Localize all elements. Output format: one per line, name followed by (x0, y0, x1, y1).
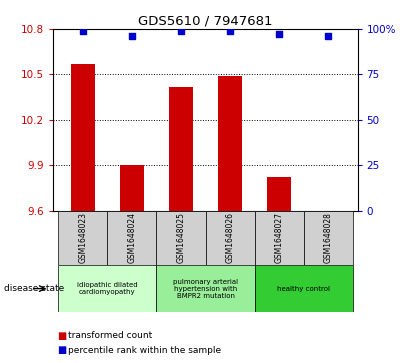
Text: GSM1648024: GSM1648024 (127, 212, 136, 263)
Text: ■: ■ (58, 331, 67, 341)
Bar (157, 211, 206, 265)
Text: idiopathic dilated
cardiomyopathy: idiopathic dilated cardiomyopathy (77, 282, 138, 295)
Point (276, 32, 282, 37)
Point (80, 28, 86, 34)
Title: GDS5610 / 7947681: GDS5610 / 7947681 (138, 15, 273, 28)
Bar (71, 64, 95, 211)
Bar (206, 211, 254, 265)
Text: GSM1648025: GSM1648025 (176, 212, 185, 263)
Bar (169, 86, 193, 211)
Bar (58, 265, 157, 312)
Text: GSM1648023: GSM1648023 (79, 212, 88, 263)
Bar (58, 211, 107, 265)
Point (325, 33, 331, 39)
Text: disease state: disease state (4, 284, 65, 293)
Point (227, 28, 233, 34)
Bar (107, 211, 157, 265)
Text: healthy control: healthy control (277, 286, 330, 291)
Text: GSM1648028: GSM1648028 (323, 212, 332, 263)
Text: pulmonary arterial
hypertension with
BMPR2 mutation: pulmonary arterial hypertension with BMP… (173, 278, 238, 299)
Bar (120, 165, 144, 211)
Bar (157, 265, 254, 312)
Bar (254, 211, 304, 265)
Text: GSM1648026: GSM1648026 (226, 212, 235, 263)
Bar (304, 211, 353, 265)
Text: ■: ■ (58, 345, 67, 355)
Text: percentile rank within the sample: percentile rank within the sample (68, 346, 221, 355)
Text: GSM1648027: GSM1648027 (275, 212, 284, 263)
Point (129, 33, 135, 39)
Bar (267, 177, 291, 211)
Point (178, 28, 184, 34)
Text: transformed count: transformed count (68, 331, 152, 340)
Bar (218, 76, 242, 211)
Bar (254, 265, 353, 312)
